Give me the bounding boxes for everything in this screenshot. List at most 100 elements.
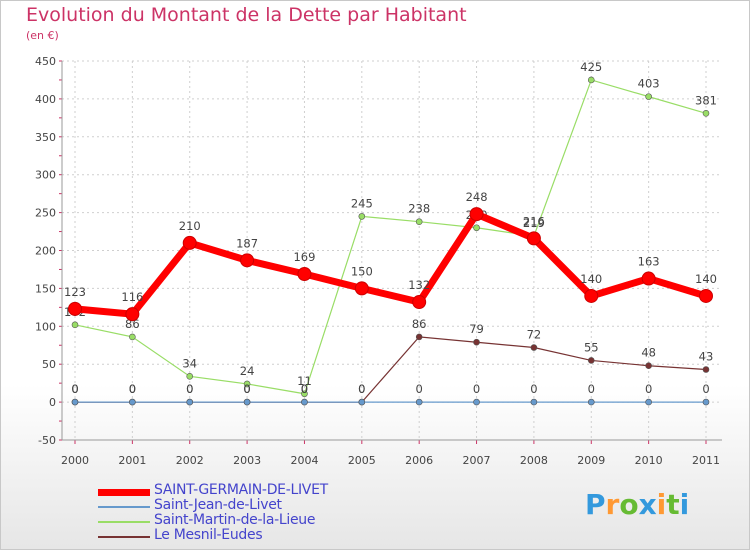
series-line-saint-germain-de-livet xyxy=(74,210,708,318)
data-label: 210 xyxy=(179,219,201,233)
x-tick-label: 2006 xyxy=(405,454,433,467)
data-label: 11 xyxy=(297,374,312,388)
legend-swatch xyxy=(98,521,150,523)
data-point xyxy=(645,362,652,370)
x-tick-label: 2009 xyxy=(577,454,605,467)
data-label: 150 xyxy=(351,264,373,278)
brand-letter: t xyxy=(666,488,680,521)
data-point xyxy=(415,398,423,406)
data-label: 425 xyxy=(580,60,602,74)
data-label: 34 xyxy=(182,356,197,370)
brand-letter: P xyxy=(585,488,606,521)
data-label: 140 xyxy=(695,272,717,286)
data-point xyxy=(415,218,423,225)
data-label: 132 xyxy=(408,278,430,292)
data-label: 0 xyxy=(473,382,480,396)
data-point xyxy=(702,366,710,373)
data-label: 0 xyxy=(416,382,423,396)
data-label: 0 xyxy=(243,382,250,396)
legend-swatch xyxy=(98,489,150,496)
data-label: 238 xyxy=(408,202,430,216)
data-point xyxy=(68,301,82,316)
data-label: 86 xyxy=(125,317,140,331)
data-point xyxy=(645,398,652,406)
legend-label: Saint-Jean-de-Livet xyxy=(154,497,282,513)
brand-letter: r xyxy=(605,488,620,521)
data-label: 0 xyxy=(301,382,308,396)
y-tick-label: 100 xyxy=(35,320,56,333)
data-label: 0 xyxy=(186,382,193,396)
data-label: 48 xyxy=(641,346,656,360)
y-tick-label: -50 xyxy=(38,434,56,447)
data-label: 0 xyxy=(129,382,136,396)
data-point xyxy=(301,390,308,398)
data-label: 0 xyxy=(243,382,250,396)
y-tick-label: 0 xyxy=(49,396,56,409)
data-point xyxy=(358,213,366,220)
data-point xyxy=(186,373,194,380)
data-point xyxy=(473,224,480,232)
y-tick-label: 250 xyxy=(35,207,56,220)
data-label: 43 xyxy=(699,350,714,364)
data-point xyxy=(243,380,251,388)
data-point xyxy=(702,398,710,406)
y-tick-label: 300 xyxy=(35,169,56,182)
x-tick-label: 2003 xyxy=(233,454,261,467)
data-point xyxy=(587,357,595,364)
data-label: 163 xyxy=(638,255,660,269)
x-tick-label: 2007 xyxy=(463,454,491,467)
legend-label: Saint-Martin-de-la-Lieue xyxy=(154,512,316,528)
chart-title: Evolution du Montant de la Dette par Hab… xyxy=(26,4,467,26)
data-label: 169 xyxy=(293,250,315,264)
data-label: 248 xyxy=(466,190,488,204)
data-point xyxy=(473,398,480,406)
data-point xyxy=(702,110,710,117)
x-tick-label: 2000 xyxy=(61,454,89,467)
brand-letter: x xyxy=(638,488,657,521)
data-label: 187 xyxy=(236,236,258,250)
data-point xyxy=(587,398,595,406)
y-tick-label: 450 xyxy=(35,55,56,68)
x-tick-label: 2004 xyxy=(290,454,318,467)
data-label: 0 xyxy=(301,382,308,396)
data-label: 0 xyxy=(358,382,365,396)
data-point xyxy=(71,321,79,329)
data-point xyxy=(182,235,197,250)
proxiti-logo: Proxiti xyxy=(585,488,689,521)
data-point xyxy=(641,271,656,286)
data-point xyxy=(587,76,595,84)
legend-label: SAINT-GERMAIN-DE-LIVET xyxy=(154,482,328,498)
x-tick-label: 2005 xyxy=(348,454,376,467)
chart-subtitle: (en €) xyxy=(26,29,59,42)
y-tick-label: 150 xyxy=(35,282,56,295)
y-tick-label: 350 xyxy=(35,131,56,144)
data-point xyxy=(584,288,599,303)
data-label: 0 xyxy=(588,382,595,396)
data-label: 0 xyxy=(358,382,365,396)
series-line-le-mesnil-eudes xyxy=(75,336,707,403)
data-point xyxy=(243,398,251,406)
data-label: 140 xyxy=(580,272,602,286)
data-label: 24 xyxy=(240,364,255,378)
data-point xyxy=(699,288,713,303)
data-point xyxy=(526,231,541,246)
y-tick-label: 400 xyxy=(35,93,56,106)
data-point xyxy=(125,307,140,322)
data-label: 116 xyxy=(121,290,143,304)
data-label: 79 xyxy=(469,322,484,336)
data-point xyxy=(645,93,652,100)
data-point xyxy=(530,398,538,406)
x-tick-label: 2002 xyxy=(176,454,204,467)
data-label: 0 xyxy=(702,382,709,396)
y-tick-label: 50 xyxy=(42,358,56,371)
data-point xyxy=(354,281,369,296)
data-point xyxy=(129,333,136,341)
data-label: 219 xyxy=(523,216,545,230)
data-label: 245 xyxy=(351,196,373,210)
data-point xyxy=(415,333,423,341)
data-label: 0 xyxy=(186,382,193,396)
brand-letter: i xyxy=(656,488,667,521)
y-tick-label: 200 xyxy=(35,245,56,258)
series-line-saint-martin-de-la-lieue xyxy=(74,79,707,395)
